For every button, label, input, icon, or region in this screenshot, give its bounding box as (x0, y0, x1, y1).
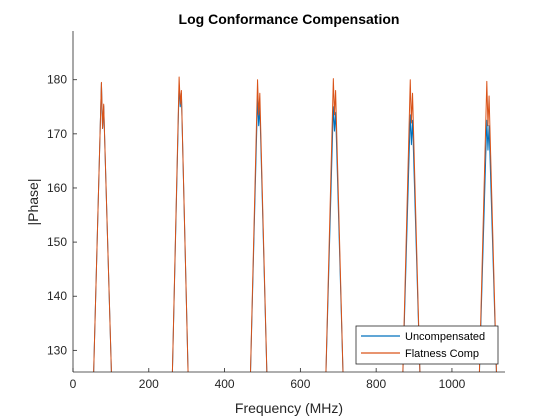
series-1-peak-1 (171, 76, 189, 372)
series-0-peak-5 (478, 119, 497, 372)
x-tick-label: 600 (290, 377, 310, 391)
series-layer (93, 76, 497, 372)
y-tick-label: 140 (47, 289, 67, 303)
y-tick-label: 180 (47, 73, 67, 87)
legend-label-flatness-comp: Flatness Comp (405, 348, 479, 360)
chart-title: Log Conformance Compensation (179, 11, 400, 27)
legend: Uncompensated Flatness Comp (355, 325, 499, 365)
y-axis-label: |Phase| (25, 179, 41, 226)
legend-label-uncompensated: Uncompensated (405, 331, 485, 343)
legend-box (355, 325, 499, 365)
series-flatness-comp (93, 76, 497, 372)
series-1-peak-2 (249, 79, 268, 372)
y-tick-label: 160 (47, 181, 67, 195)
x-tick-label: 0 (70, 377, 77, 391)
series-1-peak-0 (93, 81, 112, 372)
x-axis-label: Frequency (MHz) (235, 400, 343, 416)
x-tick-label: 1000 (439, 377, 466, 391)
y-tick-label: 150 (47, 235, 67, 249)
series-1-peak-4 (402, 79, 421, 372)
series-1-peak-5 (478, 80, 497, 372)
x-tick-label: 400 (215, 377, 235, 391)
y-tick-label: 130 (47, 343, 67, 357)
x-tick-label: 200 (139, 377, 159, 391)
axes-layer: 0 200 400 600 800 1000 130 140 150 160 170 180 (47, 31, 505, 391)
x-tick-label: 800 (366, 377, 386, 391)
series-1-peak-3 (325, 78, 344, 372)
y-tick-label: 170 (47, 127, 67, 141)
